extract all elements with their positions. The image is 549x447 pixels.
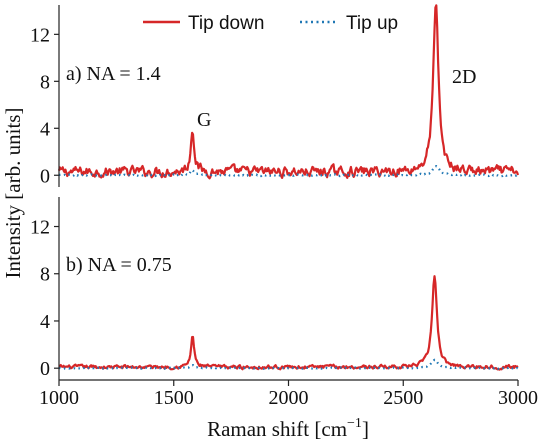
x-tick-label: 1000 [39,387,79,409]
panel-a-y-ticks: 0 4 8 12 [30,24,59,187]
panel-b-series-tip-down [58,275,519,371]
panel-b-y-tick-label: 4 [40,311,50,333]
x-axis-label-superscript: −1 [347,416,362,431]
panel-a: 0 4 8 12 a) NA = 1.4 G 2D [30,4,520,187]
x-ticks: 1000 1500 2000 2500 3000 [39,380,538,409]
panel-a-y-tick-label: 0 [40,165,50,187]
panel-a-y-tick-label: 8 [40,71,50,93]
panel-b-y-tick-label: 8 [40,264,50,286]
x-axis-label-main: Raman shift [cm [207,417,347,441]
panel-b-line-tip-down [58,275,519,371]
x-tick-label: 1500 [154,387,194,409]
panel-a-label: a) NA = 1.4 [66,63,161,85]
x-axis-label-suffix: ] [362,417,369,441]
legend-label-tip-down: Tip down [188,13,264,34]
x-tick-label: 2000 [269,387,309,409]
peak-label-g: G [197,109,211,131]
panel-a-series-tip-up [58,165,519,178]
x-tick-label: 3000 [498,387,538,409]
panel-b: 0 4 8 12 1000 1500 2000 2500 3000 b) NA = 0.75 [30,197,538,409]
y-axis-label: Intensity [arb. units] [1,108,25,279]
panel-a-y-tick-label: 12 [30,24,50,46]
x-tick-label: 2500 [383,387,423,409]
legend-label-tip-up: Tip up [346,13,398,34]
panel-b-line-tip-up [58,358,519,370]
legend: Tip down Tip up [143,13,398,34]
panel-a-y-tick-label: 4 [40,118,50,140]
peak-label-2d: 2D [452,66,476,88]
panel-a-line-tip-down [57,4,520,180]
panel-b-y-tick-label: 0 [40,358,50,380]
panel-b-y-ticks: 0 4 8 12 [30,217,59,380]
x-axis-label: Raman shift [cm−1] [207,416,369,441]
panel-b-y-tick-label: 12 [30,217,50,239]
panel-a-line-tip-up [58,165,519,178]
panel-a-series-tip-down [57,4,520,180]
panel-b-label: b) NA = 0.75 [66,254,172,276]
panel-b-series-tip-up [58,358,519,370]
